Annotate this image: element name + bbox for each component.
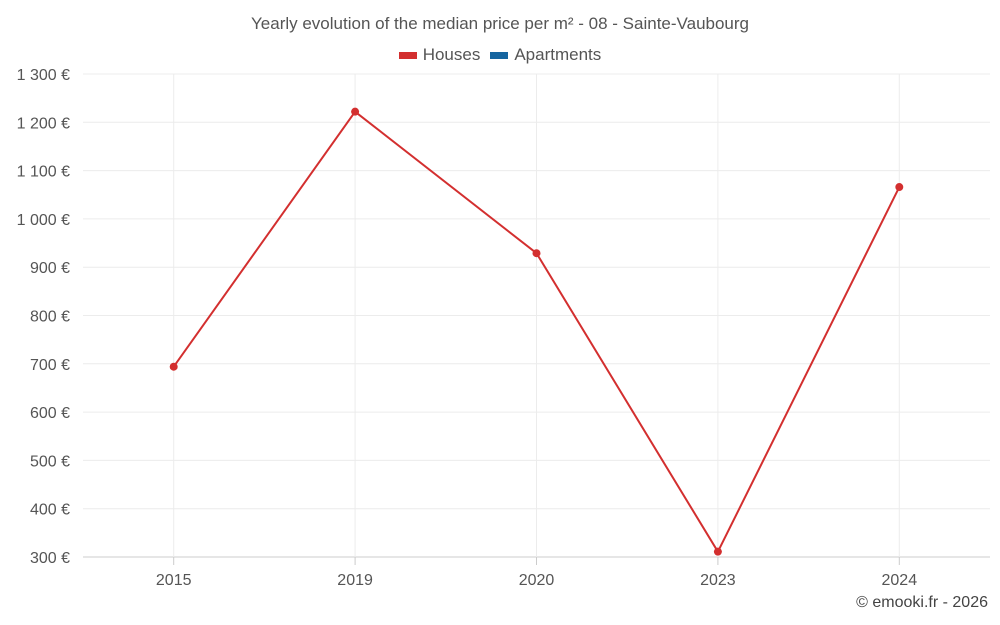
data-point-houses[interactable] xyxy=(713,547,722,556)
legend-item-apartments[interactable]: Apartments xyxy=(490,45,601,65)
y-tick-label: 800 € xyxy=(30,309,70,326)
y-tick-label: 300 € xyxy=(30,550,70,567)
legend-swatch-houses xyxy=(398,51,417,59)
chart-title: Yearly evolution of the median price per… xyxy=(251,14,749,33)
chart-legend: Houses Apartments xyxy=(0,45,1000,65)
y-tick-label: 500 € xyxy=(30,453,70,470)
x-axis: 2015 2019 2020 2023 2024 xyxy=(156,557,917,589)
credit-text: © emooki.fr - 2026 xyxy=(856,594,988,611)
x-tick-label: 2015 xyxy=(156,572,192,589)
y-tick-label: 400 € xyxy=(30,502,70,519)
y-tick-label: 600 € xyxy=(30,405,70,422)
data-point-houses[interactable] xyxy=(532,249,541,258)
legend-label-houses: Houses xyxy=(422,45,481,64)
x-tick-label: 2023 xyxy=(700,572,736,589)
y-tick-label: 700 € xyxy=(30,357,70,374)
y-tick-label: 1 200 € xyxy=(17,115,70,132)
y-tick-label: 900 € xyxy=(30,260,70,277)
x-tick-label: 2019 xyxy=(337,572,373,589)
data-point-houses[interactable] xyxy=(351,107,360,116)
data-point-houses[interactable] xyxy=(895,183,904,192)
y-axis: 300 € 400 € 500 € 600 € 700 € 800 € 900 € 1 000… xyxy=(17,67,70,567)
legend-item-houses[interactable]: Houses xyxy=(398,45,481,65)
series-layer xyxy=(169,107,904,556)
data-point-houses[interactable] xyxy=(169,362,178,371)
y-tick-label: 1 300 € xyxy=(17,67,70,84)
legend-label-apartments: Apartments xyxy=(514,45,602,64)
y-tick-label: 1 000 € xyxy=(17,212,70,229)
legend-swatch-apartments xyxy=(490,51,509,59)
grid-lines xyxy=(83,73,990,558)
x-tick-label: 2024 xyxy=(882,572,918,589)
x-tick-label: 2020 xyxy=(519,572,555,589)
y-tick-label: 1 100 € xyxy=(17,164,70,181)
